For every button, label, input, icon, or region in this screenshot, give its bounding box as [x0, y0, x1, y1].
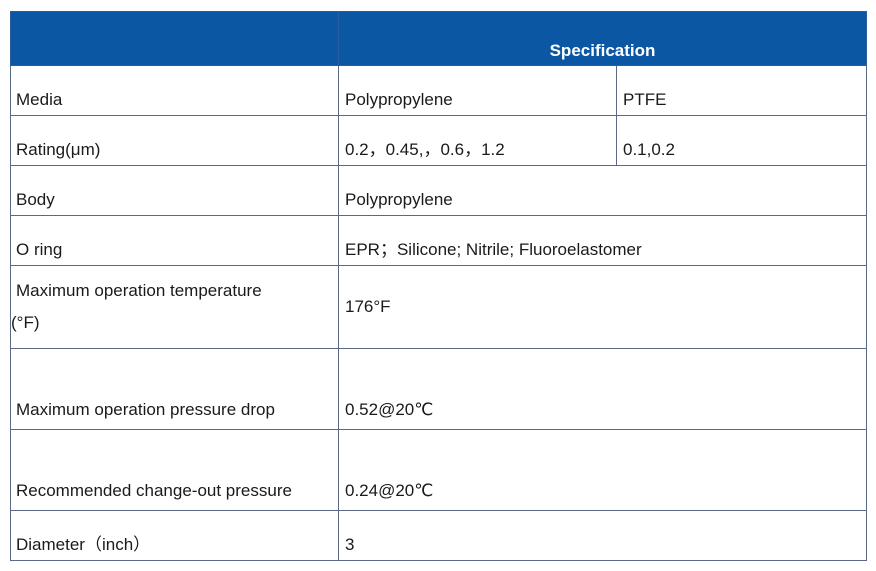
- table-row: Maximum operation temperature (°F) 176°F: [10, 265, 867, 349]
- row-label-change-out-pressure: Recommended change-out pressure: [10, 429, 339, 511]
- specification-table: Specification Media Polypropylene PTFE R…: [10, 11, 867, 561]
- row-label-media: Media: [10, 65, 339, 116]
- table-row: Diameter（inch） 3: [10, 510, 867, 561]
- row-value-rating-alt: 0.1,0.2: [616, 115, 867, 166]
- table-row: Media Polypropylene PTFE: [10, 65, 867, 116]
- row-value-body: Polypropylene: [338, 165, 867, 216]
- row-label-rating: Rating(μm): [10, 115, 339, 166]
- row-label-o-ring: O ring: [10, 215, 339, 266]
- row-value-rating: 0.2，0.45,，0.6，1.2: [338, 115, 617, 166]
- table-row: O ring EPR；Silicone; Nitrile; Fluoroelas…: [10, 215, 867, 266]
- table-row: Recommended change-out pressure 0.24@20℃: [10, 429, 867, 511]
- row-value-diameter: 3: [338, 510, 867, 561]
- header-empty-cell: [10, 11, 339, 66]
- row-label-max-temperature-line2: (°F): [11, 313, 40, 332]
- row-label-diameter: Diameter（inch）: [10, 510, 339, 561]
- row-label-max-temperature: Maximum operation temperature (°F): [10, 265, 339, 349]
- row-value-media-alt: PTFE: [616, 65, 867, 116]
- table-row: Rating(μm) 0.2，0.45,，0.6，1.2 0.1,0.2: [10, 115, 867, 166]
- row-label-max-temperature-line1: Maximum operation temperature: [16, 281, 262, 300]
- row-value-max-temperature: 176°F: [338, 265, 867, 349]
- table-row: Maximum operation pressure drop 0.52@20℃: [10, 348, 867, 430]
- row-label-body: Body: [10, 165, 339, 216]
- table-header-row: Specification: [10, 11, 867, 66]
- row-value-o-ring: EPR；Silicone; Nitrile; Fluoroelastomer: [338, 215, 867, 266]
- row-value-max-pressure-drop: 0.52@20℃: [338, 348, 867, 430]
- specification-heading: Specification: [338, 11, 867, 66]
- table-row: Body Polypropylene: [10, 165, 867, 216]
- row-label-max-pressure-drop: Maximum operation pressure drop: [10, 348, 339, 430]
- row-value-media: Polypropylene: [338, 65, 617, 116]
- row-value-change-out-pressure: 0.24@20℃: [338, 429, 867, 511]
